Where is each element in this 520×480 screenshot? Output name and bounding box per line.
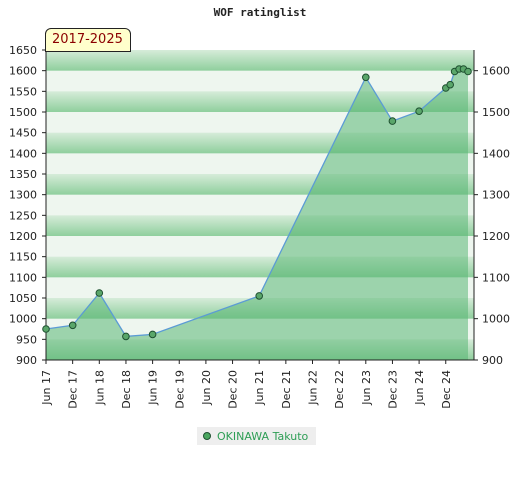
x-tick-label: Jun 17 bbox=[40, 370, 53, 406]
x-tick-label: Jun 21 bbox=[253, 370, 266, 406]
y-tick-label-left: 1300 bbox=[9, 189, 37, 202]
x-tick-label: Dec 18 bbox=[120, 370, 133, 409]
y-tick-label-left: 1200 bbox=[9, 230, 37, 243]
data-point bbox=[255, 292, 264, 300]
data-point bbox=[388, 117, 397, 125]
y-tick-label-right: 1200 bbox=[482, 230, 510, 243]
y-tick-label-left: 900 bbox=[16, 354, 37, 367]
y-tick-label-right: 900 bbox=[482, 354, 503, 367]
data-point bbox=[446, 80, 455, 89]
y-tick-label-left: 1650 bbox=[9, 44, 37, 57]
x-tick-label: Jun 23 bbox=[360, 370, 373, 406]
y-tick-label-right: 1600 bbox=[482, 65, 510, 78]
data-point bbox=[362, 73, 370, 82]
y-tick-label-left: 1400 bbox=[9, 147, 37, 160]
legend-marker bbox=[203, 432, 211, 440]
y-tick-label-left: 1600 bbox=[9, 65, 37, 78]
x-tick-label: Dec 21 bbox=[280, 370, 293, 409]
x-tick-label: Dec 23 bbox=[386, 370, 399, 409]
legend[interactable]: OKINAWA Takuto bbox=[197, 427, 317, 445]
y-tick-label-right: 1000 bbox=[482, 313, 510, 326]
y-tick-label-left: 1450 bbox=[9, 127, 37, 140]
y-tick-label-left: 1100 bbox=[9, 271, 37, 284]
data-point bbox=[42, 325, 50, 333]
chart-title: WOF ratinglist bbox=[213, 6, 307, 19]
x-tick-label: Jun 22 bbox=[307, 370, 320, 406]
y-tick-label-left: 1150 bbox=[9, 251, 37, 264]
x-tick-label: Dec 22 bbox=[333, 370, 346, 409]
y-tick-label-right: 1100 bbox=[482, 271, 510, 284]
y-tick-label-left: 1000 bbox=[9, 313, 37, 326]
x-tick-label: Jun 20 bbox=[200, 370, 213, 406]
y-tick-label-left: 1250 bbox=[9, 209, 37, 222]
x-tick-label: Dec 24 bbox=[440, 370, 453, 409]
x-tick-label: Jun 24 bbox=[413, 370, 426, 406]
x-tick-label: Dec 17 bbox=[67, 370, 80, 409]
data-point bbox=[148, 330, 157, 339]
y-tick-label-right: 1300 bbox=[482, 189, 510, 202]
data-point bbox=[68, 321, 77, 330]
y-tick-label-left: 1350 bbox=[9, 168, 37, 181]
y-tick-label-left: 1500 bbox=[9, 106, 37, 119]
x-tick-label: Jun 18 bbox=[93, 370, 106, 406]
y-tick-label-left: 950 bbox=[16, 333, 37, 346]
y-tick-label-left: 1550 bbox=[9, 85, 37, 98]
period-badge: 2017-2025 bbox=[45, 28, 131, 52]
data-point bbox=[464, 67, 472, 76]
legend-label: OKINAWA Takuto bbox=[217, 429, 309, 443]
x-tick-label: Jun 19 bbox=[147, 370, 160, 406]
y-tick-label-left: 1050 bbox=[9, 292, 37, 305]
grid-band bbox=[46, 91, 474, 112]
y-tick-label-right: 1400 bbox=[482, 147, 510, 160]
y-tick-label-right: 1500 bbox=[482, 106, 510, 119]
data-point bbox=[415, 107, 423, 115]
data-point bbox=[122, 332, 130, 341]
grid-band bbox=[46, 50, 474, 71]
x-tick-label: Dec 19 bbox=[173, 370, 186, 409]
series-area bbox=[46, 69, 468, 360]
data-point bbox=[95, 289, 104, 297]
x-tick-label: Dec 20 bbox=[227, 370, 240, 409]
